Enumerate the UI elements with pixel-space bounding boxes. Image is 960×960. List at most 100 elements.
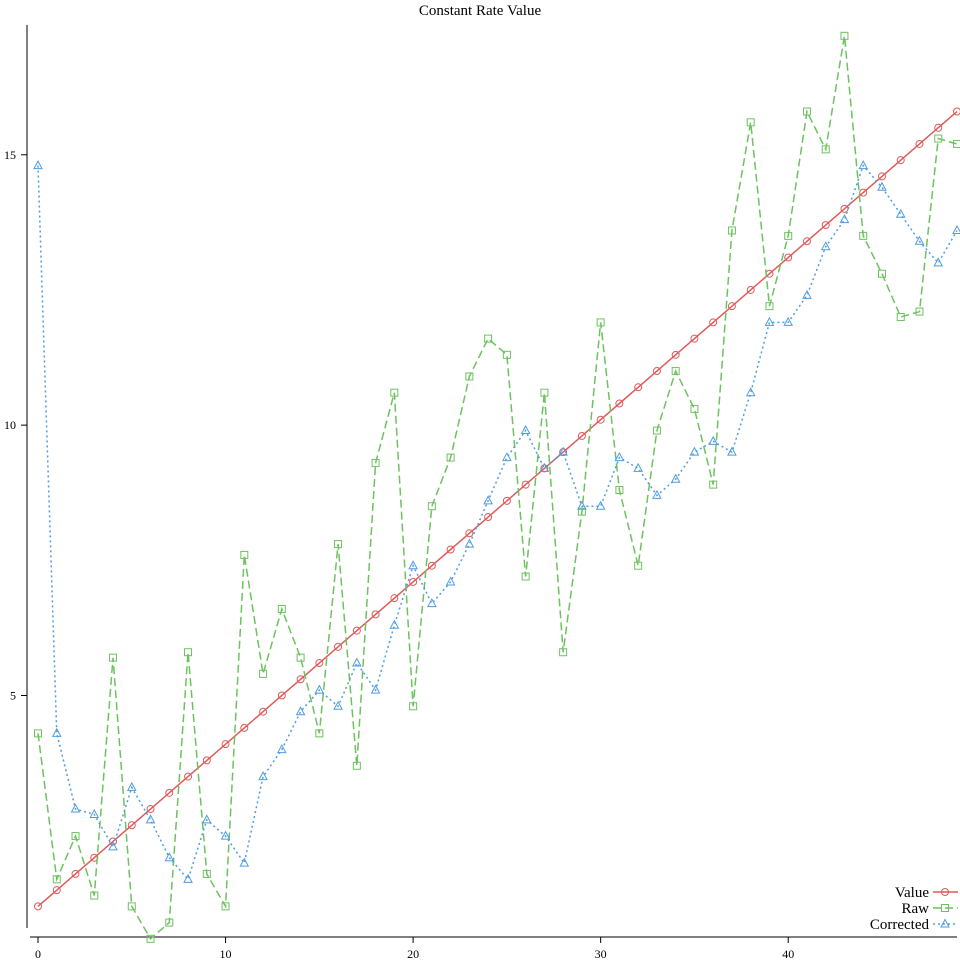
x-tick-label: 20 [407, 947, 419, 960]
data-point [108, 841, 118, 851]
series-line-raw [37, 35, 958, 940]
legend-marker [941, 904, 949, 912]
data-point [577, 500, 587, 510]
x-tick-label: 30 [595, 947, 607, 960]
data-point [708, 435, 719, 445]
data-point [577, 431, 586, 440]
data-point [765, 302, 774, 311]
data-point [784, 253, 793, 262]
data-point [352, 761, 361, 770]
data-point [71, 869, 80, 878]
data-point [690, 334, 699, 343]
data-point [520, 424, 531, 435]
data-point [464, 538, 475, 548]
data-point [202, 869, 211, 878]
data-point [652, 489, 662, 499]
x-tick-label: 40 [782, 947, 794, 960]
data-point [409, 702, 418, 711]
data-point [296, 653, 305, 662]
data-point [183, 873, 193, 883]
data-point [521, 480, 530, 489]
data-point [840, 31, 849, 40]
data-point [784, 231, 793, 240]
data-point [240, 723, 249, 732]
chart-title: Constant Rate Value [419, 3, 542, 19]
data-point [390, 388, 399, 397]
data-point [802, 289, 812, 299]
data-point [859, 188, 868, 197]
data-point [914, 235, 925, 245]
data-point [690, 404, 699, 413]
data-point [652, 367, 661, 376]
data-point [559, 648, 568, 657]
data-point [370, 684, 381, 694]
legend-item-corrected: Corrected [870, 917, 958, 933]
data-point [727, 226, 736, 235]
data-point [483, 495, 493, 505]
legend-label: Value [895, 885, 929, 901]
data-point [409, 577, 418, 586]
data-point [315, 659, 324, 668]
data-point [764, 316, 775, 326]
data-point [915, 139, 924, 148]
data-point [315, 729, 324, 738]
data-point [90, 891, 99, 900]
data-point [502, 452, 512, 462]
data-point [296, 675, 305, 684]
data-point [933, 257, 944, 267]
data-point [445, 576, 456, 586]
data-point [465, 529, 474, 538]
x-tick-label: 0 [35, 947, 41, 960]
data-point [895, 208, 906, 218]
data-point [146, 934, 155, 943]
data-point [634, 383, 643, 392]
series-value [34, 107, 960, 911]
data-point [334, 540, 343, 549]
series-raw [34, 31, 960, 943]
data-point [727, 446, 737, 456]
series-line-corrected [37, 164, 958, 881]
data-point [89, 808, 100, 818]
data-point [34, 729, 42, 738]
data-point [220, 830, 231, 840]
data-point [484, 513, 493, 522]
data-point [259, 707, 268, 716]
data-point [652, 426, 661, 435]
data-point [521, 572, 530, 581]
data-point [502, 496, 511, 505]
data-point [615, 399, 624, 408]
data-point [820, 241, 831, 251]
data-point [821, 145, 830, 154]
data-point [953, 107, 960, 116]
data-point [126, 781, 137, 791]
data-point [558, 446, 568, 456]
data-point [145, 814, 156, 824]
data-point [334, 642, 343, 651]
legend-item-value: Value [895, 885, 958, 901]
data-point [258, 771, 268, 781]
data-point [727, 302, 736, 311]
data-point [783, 316, 794, 326]
data-point [352, 657, 362, 667]
data-point [934, 123, 943, 132]
data-point [877, 172, 886, 181]
x-tick-label: 10 [220, 947, 232, 960]
data-point [859, 231, 868, 240]
data-point [614, 452, 625, 462]
data-point [746, 118, 755, 127]
data-point [71, 832, 80, 841]
data-point [33, 160, 43, 170]
legend-label: Corrected [870, 917, 930, 933]
legend-marker [940, 918, 950, 928]
data-point [671, 367, 680, 376]
data-point [952, 224, 960, 234]
data-point [427, 561, 436, 570]
data-point [896, 156, 905, 165]
data-point [127, 902, 136, 911]
data-point [295, 706, 306, 716]
data-point [633, 462, 643, 472]
data-point [427, 598, 437, 608]
data-point [671, 350, 680, 359]
data-point [314, 684, 325, 694]
